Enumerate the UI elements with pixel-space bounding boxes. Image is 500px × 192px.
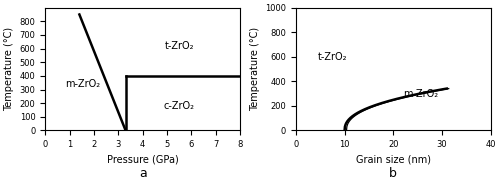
Text: t-ZrO₂: t-ZrO₂ bbox=[318, 52, 348, 62]
Text: t-ZrO₂: t-ZrO₂ bbox=[164, 41, 194, 51]
Y-axis label: Temperature (°C): Temperature (°C) bbox=[4, 27, 14, 111]
Text: b: b bbox=[390, 167, 397, 180]
Y-axis label: Temperature (°C): Temperature (°C) bbox=[250, 27, 260, 111]
X-axis label: Grain size (nm): Grain size (nm) bbox=[356, 155, 430, 165]
X-axis label: Pressure (GPa): Pressure (GPa) bbox=[107, 155, 178, 165]
Text: m-ZrO₂: m-ZrO₂ bbox=[403, 89, 438, 99]
Text: c-ZrO₂: c-ZrO₂ bbox=[164, 101, 194, 111]
Text: a: a bbox=[139, 167, 146, 180]
Text: m-ZrO₂: m-ZrO₂ bbox=[65, 79, 100, 89]
